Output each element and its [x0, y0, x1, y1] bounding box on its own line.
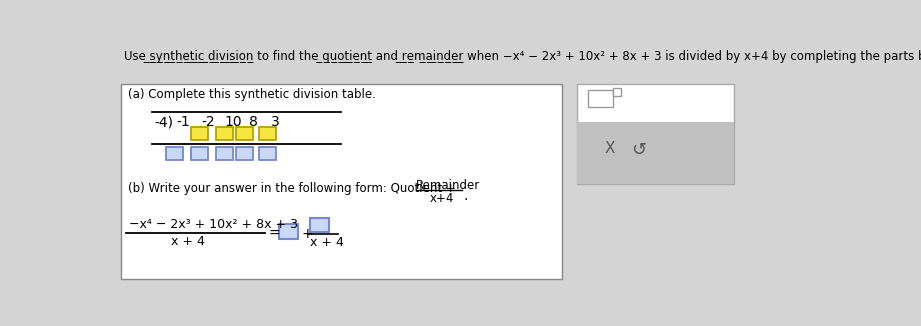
FancyBboxPatch shape — [122, 84, 562, 279]
FancyBboxPatch shape — [310, 218, 329, 232]
Text: x + 4: x + 4 — [310, 236, 344, 249]
FancyBboxPatch shape — [612, 88, 621, 96]
Text: 10: 10 — [224, 115, 241, 129]
Text: −x⁴ − 2x³ + 10x² + 8x + 3: −x⁴ − 2x³ + 10x² + 8x + 3 — [129, 218, 298, 231]
Text: ↺: ↺ — [631, 141, 646, 159]
Text: (b) Write your answer in the following form: Quotient +: (b) Write your answer in the following f… — [127, 182, 455, 195]
Text: 8: 8 — [249, 115, 258, 129]
Text: -2: -2 — [202, 115, 215, 129]
FancyBboxPatch shape — [191, 147, 208, 160]
Text: X: X — [604, 141, 615, 156]
FancyBboxPatch shape — [236, 127, 253, 140]
FancyBboxPatch shape — [588, 90, 612, 107]
Text: (a) Complete this synthetic division table.: (a) Complete this synthetic division tab… — [127, 88, 376, 101]
FancyBboxPatch shape — [259, 127, 275, 140]
FancyBboxPatch shape — [577, 122, 733, 184]
FancyBboxPatch shape — [577, 84, 733, 184]
Text: 3: 3 — [271, 115, 280, 129]
Text: Remainder: Remainder — [415, 179, 480, 192]
Text: Use ̲s̲y̲n̲t̲h̲e̲t̲i̲c̲ ̲d̲i̲v̲i̲s̲i̲o̲n̲ to find the ̲q̲u̲o̲t̲i̲e̲n̲t̲ and ̲r̲e: Use ̲s̲y̲n̲t̲h̲e̲t̲i̲c̲ ̲d̲i̲v̲i̲s̲i̲o̲n… — [124, 50, 921, 63]
FancyBboxPatch shape — [236, 147, 253, 160]
FancyBboxPatch shape — [259, 147, 275, 160]
Text: x + 4: x + 4 — [171, 235, 204, 248]
Text: -1: -1 — [177, 115, 191, 129]
FancyBboxPatch shape — [191, 127, 208, 140]
Text: x+4: x+4 — [430, 192, 454, 205]
Text: =: = — [269, 227, 280, 241]
Text: +: + — [301, 227, 313, 241]
FancyBboxPatch shape — [167, 147, 183, 160]
FancyBboxPatch shape — [279, 224, 298, 239]
FancyBboxPatch shape — [216, 147, 233, 160]
Text: .: . — [463, 188, 468, 202]
FancyBboxPatch shape — [216, 127, 233, 140]
Text: -4): -4) — [154, 115, 173, 129]
